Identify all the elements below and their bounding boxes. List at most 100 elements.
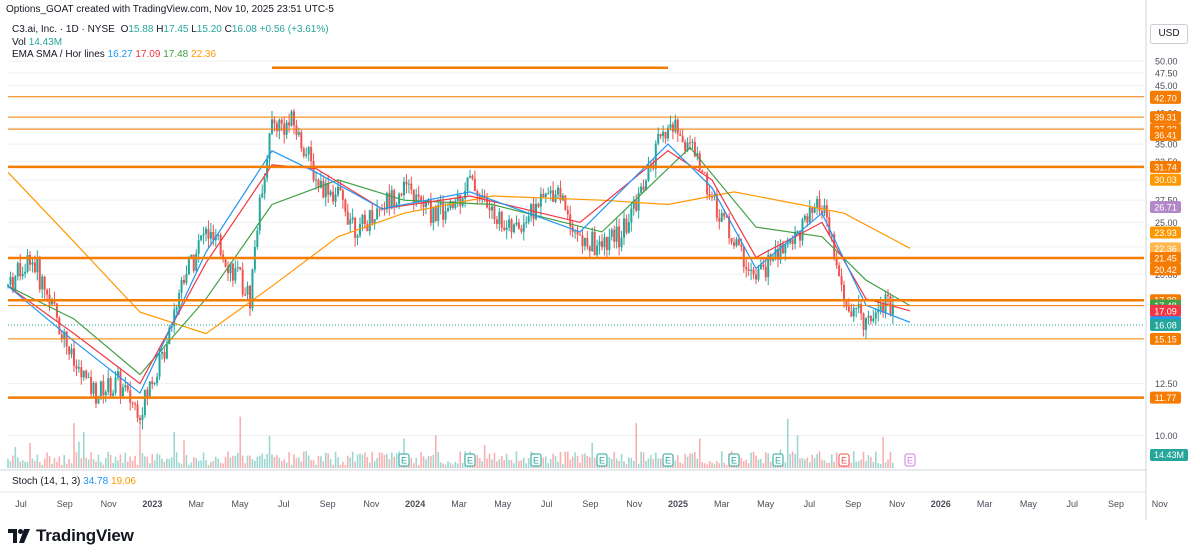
candle-body	[38, 258, 41, 290]
candle-body	[70, 348, 73, 355]
volume-bar	[21, 460, 24, 468]
candle-body	[212, 231, 215, 241]
candle-body	[41, 276, 44, 290]
candle-body	[691, 141, 694, 143]
volume-bar	[195, 458, 198, 468]
candle-body	[51, 299, 53, 305]
candle-body	[425, 200, 427, 207]
candle-body	[610, 229, 613, 237]
candle-body	[368, 210, 371, 232]
volume-bar	[43, 458, 46, 468]
volume-bar	[283, 459, 286, 468]
volume-bar	[346, 455, 349, 468]
volume-bar	[342, 461, 344, 468]
volume-bar	[178, 462, 180, 468]
candle-body	[99, 381, 102, 397]
candle-body	[828, 217, 831, 236]
currency-button[interactable]: USD	[1150, 24, 1188, 44]
candle-body	[642, 186, 645, 190]
volume-bar	[107, 451, 110, 468]
candle-body	[346, 211, 349, 225]
candle-body	[339, 186, 342, 191]
volume-bar	[148, 463, 151, 468]
volume-bar	[823, 460, 826, 468]
candle-body	[730, 238, 733, 243]
candle-body	[774, 249, 777, 260]
candle-body	[268, 133, 271, 160]
price-chart[interactable]: 10.0012.5015.0017.5020.0022.5025.0027.50…	[0, 0, 1200, 520]
earnings-marker[interactable]	[398, 453, 410, 467]
volume-bar	[114, 456, 117, 468]
candle-body	[337, 186, 339, 195]
stoch-label[interactable]: Stoch (14, 1, 3)	[12, 476, 81, 487]
volume-bar	[146, 456, 149, 468]
volume-bar	[168, 458, 171, 468]
price-axis-label: 21.45	[1154, 253, 1177, 263]
price-axis-label-bg	[1150, 200, 1181, 213]
volume-bar	[515, 451, 518, 468]
volume-bar	[434, 435, 437, 468]
volume-bar	[557, 461, 559, 468]
candle-body	[75, 365, 78, 369]
earnings-marker[interactable]	[728, 453, 740, 467]
volume-bar	[378, 452, 381, 468]
volume-bar	[14, 447, 17, 468]
candle-body	[799, 230, 801, 241]
volume-bar	[263, 458, 266, 468]
volume-bar	[68, 458, 70, 468]
candle-body	[581, 235, 584, 247]
earnings-marker[interactable]	[596, 453, 608, 467]
volume-bar	[158, 454, 161, 468]
earnings-marker[interactable]	[772, 453, 784, 467]
volume-bar	[865, 461, 867, 468]
price-axis-label: 26.71	[1154, 202, 1177, 212]
tradingview-logo[interactable]: TradingView	[8, 525, 134, 547]
vol-label[interactable]: Vol	[12, 37, 26, 48]
candle-body	[618, 226, 621, 248]
volume-bar	[852, 451, 855, 468]
volume-bar	[192, 457, 195, 468]
earnings-marker[interactable]	[838, 453, 850, 467]
volume-bar	[784, 462, 787, 468]
volume-bar	[752, 451, 755, 468]
candle-body	[662, 131, 665, 137]
volume-bar	[305, 451, 308, 468]
volume-bar	[403, 438, 405, 468]
candle-body	[625, 218, 628, 233]
volume-bar	[615, 458, 618, 468]
volume-bar	[332, 464, 334, 468]
candle-body	[195, 253, 198, 271]
candle-body	[403, 181, 405, 196]
candle-body	[102, 381, 105, 396]
candle-body	[285, 122, 288, 135]
symbol-name[interactable]: C3.ai, Inc. · 1D · NYSE	[12, 24, 115, 35]
earnings-marker[interactable]	[904, 453, 916, 467]
volume-bar	[642, 452, 645, 468]
candle-body	[603, 237, 606, 248]
volume-bar	[762, 463, 765, 468]
candle-body	[605, 237, 608, 250]
volume-bar	[92, 459, 95, 468]
earnings-marker[interactable]	[530, 453, 542, 467]
time-tick-label: Sep	[1108, 499, 1124, 509]
volume-bar	[647, 458, 650, 468]
candle-body	[187, 256, 190, 275]
volume-bar	[522, 457, 525, 468]
volume-bar	[185, 454, 188, 468]
volume-bar	[90, 452, 92, 468]
time-tick-label: May	[494, 499, 512, 509]
indicator-label[interactable]: EMA SMA / Hor lines	[12, 49, 105, 60]
candle-body	[601, 241, 603, 248]
price-axis-label: 36.41	[1154, 130, 1177, 140]
volume-bar	[207, 464, 210, 468]
volume-bar	[740, 457, 743, 468]
candle-body	[486, 196, 489, 208]
sma-long-line	[7, 171, 911, 335]
volume-bar	[246, 455, 249, 468]
volume-bar	[136, 464, 139, 468]
earnings-marker[interactable]	[662, 453, 674, 467]
volume-bar	[559, 452, 562, 468]
earnings-marker[interactable]	[464, 453, 476, 467]
volume-bar	[694, 452, 696, 468]
price-axis-label-bg	[1150, 391, 1181, 404]
